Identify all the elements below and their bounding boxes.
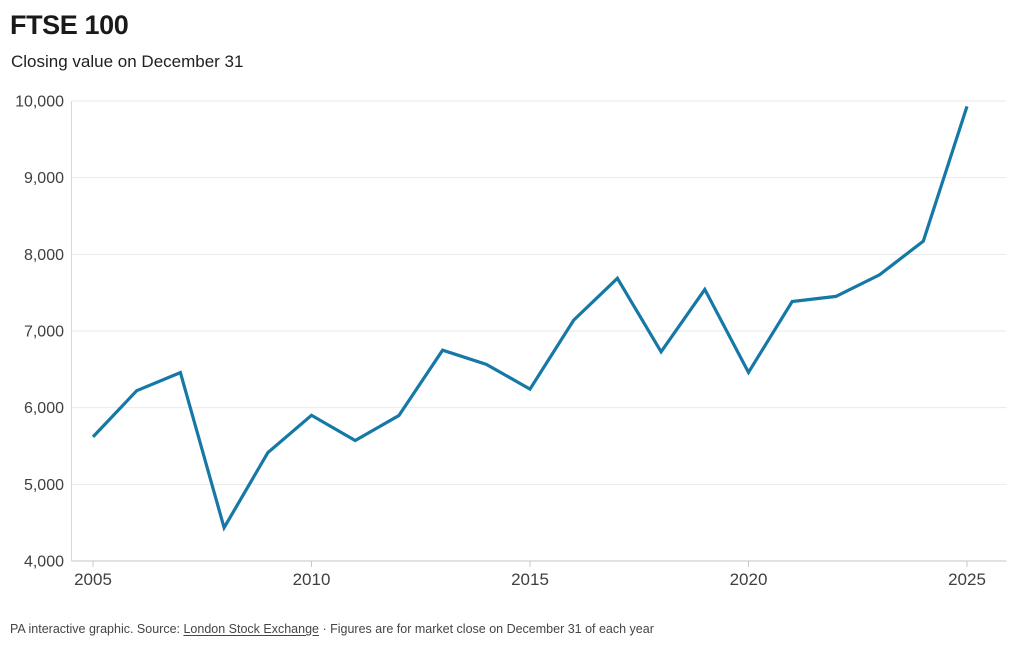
y-axis-tick-label: 4,000 (24, 554, 64, 571)
chart-title: FTSE 100 (10, 10, 129, 40)
y-axis-tick-label: 9,000 (24, 170, 64, 187)
y-axis-tick-label: 6,000 (24, 400, 64, 417)
footer-note: PA interactive graphic. Source: London S… (10, 620, 654, 638)
chart-subtitle: Closing value on December 31 (11, 52, 244, 71)
x-axis-tick-label: 2025 (948, 570, 986, 589)
x-axis-tick-label: 2020 (730, 570, 768, 589)
y-axis-tick-label: 7,000 (24, 324, 64, 341)
footer-prefix: PA interactive graphic. Source: (10, 622, 184, 636)
ftse-series-line[interactable] (91, 105, 969, 532)
y-axis-tick-label: 10,000 (15, 94, 64, 111)
x-axis-tick-label: 2005 (74, 570, 112, 589)
y-axis-tick-label: 5,000 (24, 477, 64, 494)
y-axis-tick-label: 8,000 (24, 247, 64, 264)
footer-suffix: · Figures are for market close on Decemb… (319, 622, 654, 636)
x-axis-tick-label: 2015 (511, 570, 549, 589)
x-axis-tick-label: 2010 (293, 570, 331, 589)
source-link[interactable]: London Stock Exchange (183, 622, 319, 636)
